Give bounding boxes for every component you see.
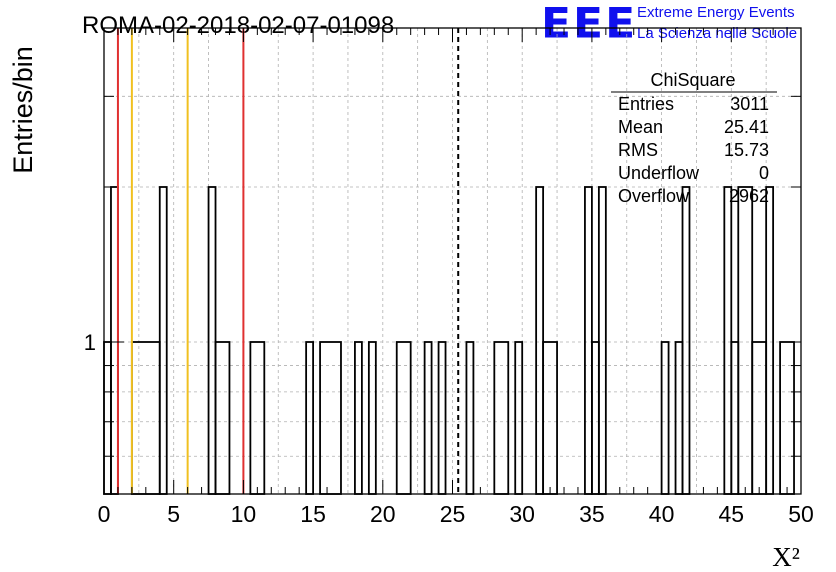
marker-lines (116, 28, 460, 494)
histogram-bin (597, 186, 607, 495)
histogram-bin (465, 341, 475, 495)
x-tick-label: 0 (98, 501, 111, 527)
histogram-bin (779, 341, 795, 495)
x-tick-label: 25 (440, 501, 466, 527)
histogram-bin (305, 341, 315, 495)
histogram-bin (207, 186, 217, 495)
grid-lines (104, 28, 801, 494)
histogram-bin (674, 341, 684, 495)
x-tick-label: 20 (370, 501, 396, 527)
histogram-bin (423, 341, 433, 495)
x-tick-label: 40 (649, 501, 675, 527)
histogram-bin (751, 341, 768, 495)
axis-ticks (103, 28, 802, 494)
histogram-bin (584, 186, 593, 495)
histogram-bin (493, 341, 510, 495)
histogram-bin (110, 186, 119, 495)
x-tick-labels: 0 5 10 15 20 25 30 35 40 45 50 (98, 501, 814, 527)
x-tick-label: 30 (509, 501, 535, 527)
stats-value: 25.41 (724, 117, 769, 137)
histogram-bin (437, 341, 447, 495)
y-axis-label: Entries/bin (8, 46, 38, 174)
x-tick-label: 15 (300, 501, 326, 527)
x-axis-label: X² (772, 542, 800, 572)
histogram-bin (354, 341, 363, 495)
x-tick-label: 50 (788, 501, 814, 527)
stats-value: 2962 (729, 186, 769, 206)
stats-label: Entries (618, 94, 674, 114)
eee-logo: EEE (541, 0, 638, 48)
y-tick-label-1: 1 (84, 330, 96, 355)
x-tick-label: 35 (579, 501, 605, 527)
histogram-bin (249, 341, 266, 495)
stats-title: ChiSquare (650, 70, 735, 90)
logo-line-1: Extreme Energy Events (637, 4, 795, 21)
stats-value: 0 (759, 163, 769, 183)
histogram-bars (103, 186, 795, 495)
histogram-bin (395, 341, 412, 495)
stats-label: Underflow (618, 163, 700, 183)
histogram-bin (535, 186, 545, 495)
histogram-bin (319, 341, 342, 495)
histogram-bin (737, 186, 754, 495)
histogram-bin (730, 341, 740, 495)
stats-value: 15.73 (724, 140, 769, 160)
histogram-bin (723, 186, 733, 495)
x-tick-label: 45 (719, 501, 745, 527)
stats-label: RMS (618, 140, 658, 160)
histogram-bin (660, 341, 670, 495)
stats-box: ChiSquare Entries 3011 Mean 25.41 RMS 15.73 Un… (611, 70, 777, 206)
histogram-bin (367, 341, 377, 495)
x-tick-label: 5 (167, 501, 180, 527)
stats-value: 3011 (730, 94, 769, 114)
stats-label: Mean (618, 117, 663, 137)
histogram-bin (591, 341, 600, 495)
x-tick-label: 10 (231, 501, 257, 527)
histogram-bin (214, 341, 231, 495)
stats-rows: Entries 3011 Mean 25.41 RMS 15.73 Underflow 0 Ov… (618, 94, 769, 206)
histogram-bin (542, 341, 558, 495)
stats-label: Overflow (618, 186, 690, 206)
histogram-bin (681, 186, 691, 495)
histogram-bin (103, 341, 112, 495)
histogram-bin (130, 341, 161, 495)
histogram-bin (765, 186, 775, 495)
histogram-bin (158, 186, 168, 495)
histogram-bin (514, 341, 524, 495)
chart-title: ROMA-02-2018-02-07-01098 (82, 12, 395, 39)
